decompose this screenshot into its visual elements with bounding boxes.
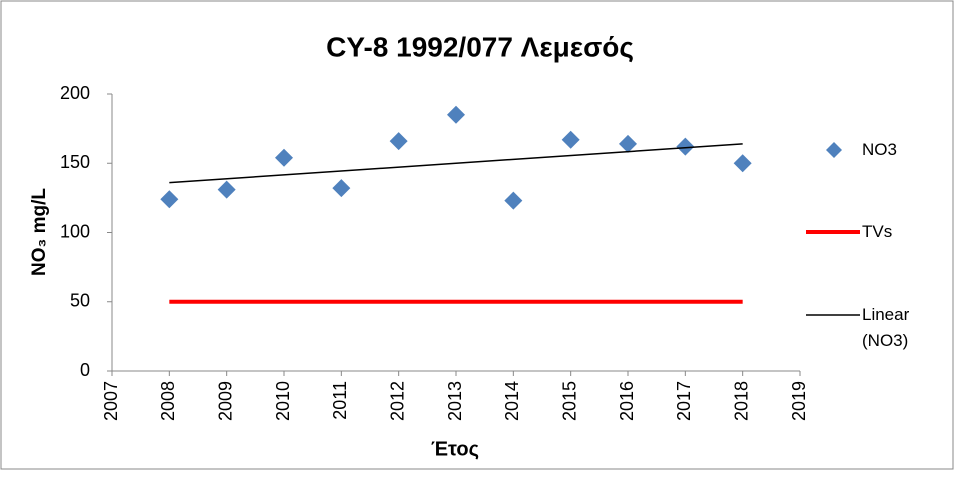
x-axis-title: Έτος [431, 438, 479, 460]
data-point [447, 105, 465, 124]
x-tick-label: 2007 [101, 381, 121, 421]
legend-marker [826, 142, 842, 158]
data-point [561, 130, 580, 149]
x-tick-label: 2009 [215, 381, 235, 421]
x-tick-label: 2008 [158, 381, 178, 421]
data-point [676, 137, 695, 156]
data-point [332, 179, 351, 198]
x-tick-label: 2016 [617, 381, 637, 421]
data-point [160, 190, 179, 209]
x-tick-label: 2013 [445, 381, 465, 421]
y-tick-label: 100 [60, 221, 90, 241]
data-point [733, 154, 752, 173]
data-point [275, 148, 293, 167]
y-tick-label: 50 [70, 291, 90, 311]
x-tick-label: 2019 [789, 381, 809, 421]
x-tick-label: 2015 [559, 381, 579, 421]
x-tick-label: 2017 [674, 381, 694, 421]
chart-title: CY-8 1992/077 Λεμεσός [326, 31, 634, 62]
y-tick-label: 200 [60, 83, 90, 103]
y-axis-title: NO₃ mg/L [29, 188, 50, 276]
legend-entry: NO3 [862, 140, 897, 159]
series-line [169, 143, 743, 184]
y-tick-label: 150 [60, 152, 90, 172]
data-point [504, 191, 523, 210]
legend-label: TVs [862, 222, 893, 241]
data-point [619, 134, 637, 153]
y-tick-label: 0 [80, 360, 90, 380]
data-point [217, 180, 236, 199]
x-tick-label: 2011 [330, 381, 350, 420]
x-tick-label: 2012 [387, 381, 407, 421]
legend-entry: Linear (NO3) [862, 305, 910, 350]
legend-entry: TVs [862, 222, 893, 241]
data-point [389, 132, 408, 151]
x-tick-label: 2018 [731, 381, 751, 421]
legend-label: Linear (NO3) [862, 305, 910, 350]
legend-label: NO3 [862, 140, 897, 159]
x-tick-label: 2014 [502, 381, 522, 421]
x-tick-label: 2010 [273, 381, 293, 421]
